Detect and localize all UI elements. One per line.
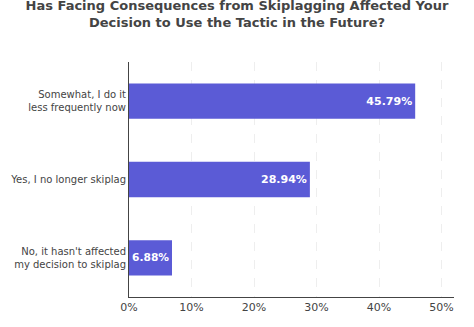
svg-text:Has Facing Consequences from S: Has Facing Consequences from Skiplagging… <box>26 0 449 30</box>
svg-text:6.88%: 6.88% <box>132 251 169 264</box>
svg-text:28.94%: 28.94% <box>261 173 307 186</box>
svg-text:45.79%: 45.79% <box>366 95 412 108</box>
svg-text:Yes, I no longer skiplag: Yes, I no longer skiplag <box>10 174 126 185</box>
svg-text:30%: 30% <box>304 301 328 314</box>
svg-text:0%: 0% <box>120 301 137 314</box>
svg-text:40%: 40% <box>367 301 391 314</box>
svg-text:Somewhat, I do itless frequent: Somewhat, I do itless frequently now <box>28 89 126 113</box>
svg-text:10%: 10% <box>179 301 203 314</box>
svg-text:50%: 50% <box>429 301 453 314</box>
svg-text:No, it hasn't affectedmy decis: No, it hasn't affectedmy decision to ski… <box>14 246 126 270</box>
svg-text:20%: 20% <box>242 301 266 314</box>
